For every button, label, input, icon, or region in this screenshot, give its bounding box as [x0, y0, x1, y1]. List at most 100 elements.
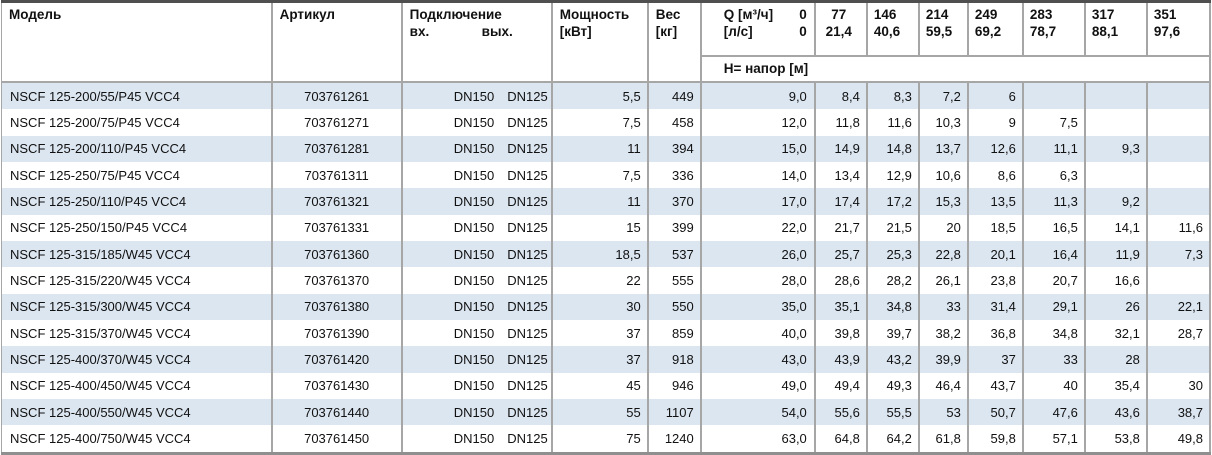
head-value-cell: 40,0 [700, 320, 816, 347]
head-value-cell: 64,8 [814, 425, 868, 454]
head-value-cell [1146, 267, 1212, 294]
head-value-cell: 23,8 [967, 267, 1024, 294]
head-value-cell [1084, 82, 1148, 110]
table-row: NSCF 125-400/750/W45 VCC4 703761450 DN150 D… [1, 425, 1212, 454]
head-value-cell: 12,0 [700, 109, 816, 136]
q-column-header: 283 78,7 [1022, 1, 1086, 57]
head-value-cell: 10,3 [918, 109, 969, 136]
head-value-cell: 13,5 [967, 188, 1024, 215]
article-cell: 703761370 [271, 267, 403, 294]
power-cell: 22 [551, 267, 649, 294]
dn-inlet-value: DN150 [453, 431, 495, 447]
head-value-cell [1022, 82, 1086, 110]
dn-inlet-value: DN150 [453, 141, 495, 157]
dn-inlet-value: DN150 [453, 88, 495, 104]
table-row: NSCF 125-315/220/W45 VCC4 703761370 DN150 D… [1, 267, 1212, 294]
connection-cell: DN150 DN125 [401, 82, 553, 110]
head-value-cell: 7,5 [1022, 109, 1086, 136]
connection-cell: DN150 DN125 [401, 425, 553, 454]
head-value-cell: 14,9 [814, 135, 868, 163]
header-row-head: H= напор [м] [2, 56, 1212, 83]
dn-inlet-value: DN150 [453, 115, 495, 131]
connection-outlet-label: вых. [481, 24, 513, 39]
dn-outlet-value: DN125 [507, 220, 548, 236]
weight-cell: 399 [647, 214, 702, 242]
head-value-cell: 11,6 [1146, 214, 1212, 242]
head-value-cell: 26 [1084, 293, 1148, 321]
power-cell: 37 [551, 346, 649, 373]
col-header-weight: Вес [кг] [647, 1, 702, 83]
col-header-power: Мощность [кВт] [551, 1, 649, 83]
model-cell: NSCF 125-400/550/W45 VCC4 [1, 399, 273, 426]
head-value-cell [1146, 346, 1212, 373]
head-value-cell: 14,1 [1084, 214, 1148, 242]
head-value-cell: 49,3 [866, 372, 920, 400]
head-value-cell: 12,9 [866, 162, 920, 189]
head-value-cell: 8,3 [866, 82, 920, 110]
power-cell: 55 [551, 399, 649, 426]
power-cell: 18,5 [551, 241, 649, 268]
article-cell: 703761380 [271, 293, 403, 321]
head-value-cell: 55,5 [866, 399, 920, 426]
model-cell: NSCF 125-200/110/P45 VCC4 [1, 135, 273, 163]
head-value-cell: 59,8 [967, 425, 1024, 454]
head-value-cell: 64,2 [866, 425, 920, 454]
head-value-cell: 49,4 [814, 372, 868, 400]
head-value-cell: 22,1 [1146, 293, 1212, 321]
dn-outlet-value: DN125 [507, 299, 548, 315]
weight-cell: 555 [647, 267, 702, 294]
dn-inlet-value: DN150 [453, 246, 495, 262]
q-flow-label: Q [м³/ч] [723, 7, 774, 22]
head-value-cell: 22,0 [700, 214, 816, 242]
head-value-cell: 11,8 [814, 109, 868, 136]
dn-outlet-value: DN125 [507, 273, 548, 289]
head-value-cell [1146, 109, 1212, 136]
head-value-cell: 43,9 [814, 346, 868, 373]
table-row: NSCF 125-400/370/W45 VCC4 703761420 DN150 D… [1, 346, 1212, 373]
q-column-header: 214 59,5 [918, 1, 969, 57]
dn-inlet-value: DN150 [453, 167, 495, 183]
head-value-cell: 26,1 [918, 267, 969, 294]
head-value-cell [1084, 162, 1148, 189]
article-cell: 703761311 [271, 162, 403, 189]
table-row: NSCF 125-200/110/P45 VCC4 703761281 DN150 D… [1, 135, 1212, 163]
head-value-cell: 21,7 [814, 214, 868, 242]
weight-cell: 550 [647, 293, 702, 321]
head-value-cell: 9,3 [1084, 135, 1148, 163]
col-header-connection: Подключение вх. вых. [401, 1, 553, 83]
head-value-cell: 14,8 [866, 135, 920, 163]
dn-outlet-value: DN125 [507, 167, 548, 183]
dn-outlet-value: DN125 [507, 141, 548, 157]
article-cell: 703761430 [271, 372, 403, 400]
power-cell: 11 [551, 188, 649, 215]
head-value-cell: 40 [1022, 372, 1086, 400]
head-value-cell: 11,1 [1022, 135, 1086, 163]
dn-inlet-value: DN150 [453, 352, 495, 368]
head-value-cell: 34,8 [1022, 320, 1086, 347]
weight-cell: 946 [647, 372, 702, 400]
head-value-cell: 22,8 [918, 241, 969, 268]
head-value-cell: 13,7 [918, 135, 969, 163]
col-header-model: Модель [1, 1, 273, 83]
head-value-cell: 43,2 [866, 346, 920, 373]
head-value-cell: 39,8 [814, 320, 868, 347]
head-value-cell: 25,7 [814, 241, 868, 268]
head-value-cell: 46,4 [918, 372, 969, 400]
connection-cell: DN150 DN125 [401, 346, 553, 373]
head-value-cell: 15,0 [700, 135, 816, 163]
head-value-cell: 39,9 [918, 346, 969, 373]
connection-cell: DN150 DN125 [401, 320, 553, 347]
head-value-cell: 61,8 [918, 425, 969, 454]
weight-cell: 449 [647, 82, 702, 110]
model-cell: NSCF 125-400/450/W45 VCC4 [1, 372, 273, 400]
dn-outlet-value: DN125 [507, 115, 548, 131]
head-value-cell: 35,1 [814, 293, 868, 321]
weight-cell: 370 [647, 188, 702, 215]
head-value-cell [1146, 82, 1212, 110]
q-column-header: 77 21,4 [814, 1, 868, 57]
weight-cell: 458 [647, 109, 702, 136]
table-row: NSCF 125-250/75/P45 VCC4 703761311 DN150 DN… [1, 162, 1212, 189]
head-value-cell: 28,6 [814, 267, 868, 294]
